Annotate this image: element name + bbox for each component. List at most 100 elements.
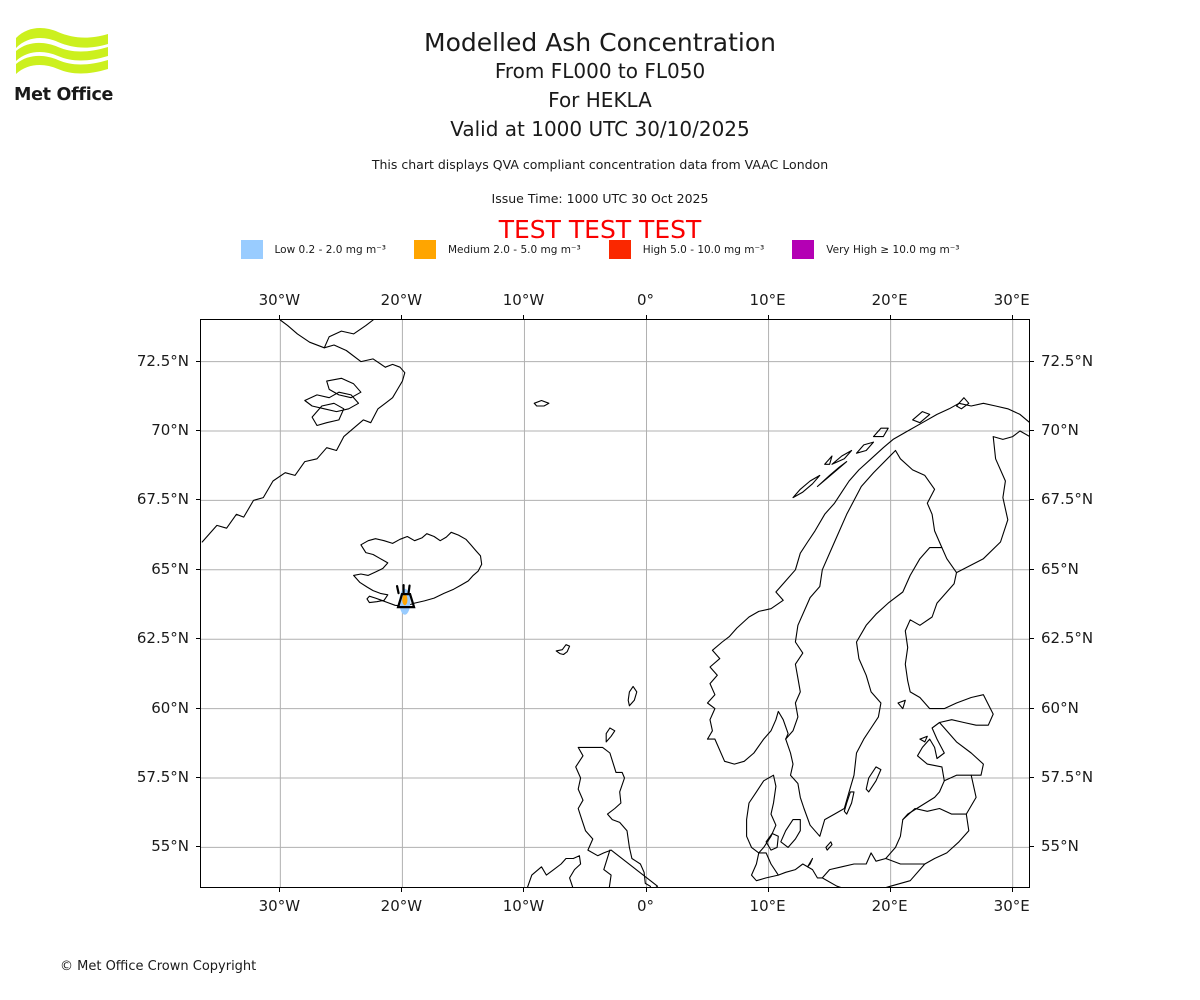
coastline-greenland-east (201, 363, 406, 543)
tick-lat-left-55°N: 55°N (151, 837, 189, 856)
coastlines (201, 320, 1029, 887)
coastline-scoresby1 (311, 402, 345, 427)
axis-tick (1011, 888, 1013, 892)
legend-swatch-medium (413, 240, 436, 259)
coastline-hiiumaa (919, 735, 928, 743)
tick-lat-left-60°N: 60°N (151, 698, 189, 717)
axis-tick (196, 846, 200, 848)
tick-lon-bottom-20°W: 20°W (380, 897, 423, 915)
tick-lon-top-30°E: 30°E (993, 291, 1030, 309)
tick-lat-right-57.5°N: 57.5°N (1041, 767, 1094, 786)
test-banner: TEST TEST TEST (498, 215, 702, 244)
axis-tick (1011, 315, 1013, 319)
axis-tick (196, 776, 200, 778)
coastline-gb-w (603, 849, 612, 887)
axis-tick (767, 888, 769, 892)
legend-label-low: Low 0.2 - 2.0 mg m⁻³ (274, 243, 386, 256)
coastline-denmark-fyn (765, 832, 779, 851)
axis-tick (1030, 638, 1034, 640)
coastline-shetland (627, 685, 638, 707)
legend-label-medium: Medium 2.0 - 5.0 mg m⁻³ (447, 243, 581, 256)
axis-tick (196, 499, 200, 501)
coastline-estonia-latvia (938, 721, 984, 782)
axis-tick (401, 888, 403, 892)
coastline-vesteralen (824, 455, 833, 465)
coastline-lofoten2 (816, 461, 848, 488)
coastline-sweden-fin-border (894, 449, 943, 549)
coastline-finland-russia (955, 430, 1021, 574)
axis-tick (645, 315, 647, 319)
coastline-gb (575, 746, 659, 887)
axis-tick (889, 888, 891, 892)
page-title: Modelled Ash Concentration From FL000 to… (0, 28, 1200, 144)
volcano-symbol-icon (395, 584, 416, 609)
map-frame (200, 319, 1030, 888)
tick-lon-top-10°E: 10°E (749, 291, 786, 309)
coastline-denmark-jut (746, 774, 777, 854)
met-office-logo-text: Met Office (14, 85, 114, 105)
coastline-lofoten3 (831, 449, 853, 465)
coastline-sweden-w (758, 547, 994, 879)
met-office-wave-icon (16, 28, 108, 74)
coastline-rugen (807, 857, 814, 868)
coastline-ringvassoy (872, 427, 889, 438)
legend-item-medium: Medium 2.0 - 5.0 mg m⁻³ (413, 240, 581, 259)
coastline-magaroya (955, 397, 970, 410)
legend-item-very-high: Very High ≥ 10.0 mg m⁻³ (792, 240, 959, 259)
axis-tick (1030, 707, 1034, 709)
tick-lat-left-67.5°N: 67.5°N (136, 490, 189, 509)
tick-lon-top-20°W: 20°W (380, 291, 423, 309)
legend-item-high: High 5.0 - 10.0 mg m⁻³ (608, 240, 764, 259)
coastline-soroya (912, 411, 931, 424)
axis-tick (196, 707, 200, 709)
plume-medium-contour (402, 594, 408, 606)
tick-lon-bottom-0°: 0° (636, 897, 655, 915)
coastline-greenland-n1 (323, 320, 386, 368)
legend-label-very-high: Very High ≥ 10.0 mg m⁻³ (826, 243, 960, 256)
axis-tick (767, 315, 769, 319)
tick-lat-left-72.5°N: 72.5°N (136, 351, 189, 370)
coastline-norway-sweden-border (785, 449, 897, 740)
tick-lon-bottom-20°E: 20°E (871, 897, 908, 915)
coastline-kola (1019, 430, 1029, 437)
axis-tick (196, 430, 200, 432)
axis-tick (279, 888, 281, 892)
coastline-scoresby2 (304, 391, 360, 413)
tick-lat-right-62.5°N: 62.5°N (1041, 629, 1094, 648)
tick-lat-left-62.5°N: 62.5°N (136, 629, 189, 648)
axis-tick (645, 888, 647, 892)
tick-lat-right-65°N: 65°N (1041, 559, 1079, 578)
title-line-2: From FL000 to FL050 (494, 59, 706, 83)
legend-swatch-low (240, 240, 263, 259)
title-line-1: Modelled Ash Concentration (424, 28, 776, 57)
copyright-footer: © Met Office Crown Copyright (60, 959, 257, 974)
axis-tick (1030, 568, 1034, 570)
coastline-oland (843, 791, 855, 815)
map-gridlines (201, 320, 1029, 887)
coastline-bornholm (825, 841, 833, 851)
coastline-scoresby3 (326, 377, 362, 399)
legend-swatch-high (608, 240, 631, 259)
chart-note: This chart displays QVA compliant concen… (371, 157, 829, 172)
tick-lon-top-10°W: 10°W (502, 291, 545, 309)
coastline-gotland (865, 766, 882, 793)
coastline-norway-w (706, 402, 1029, 740)
coastline-bothnia-island (897, 699, 906, 710)
coastline-latvia-lith (902, 774, 977, 821)
map-canvas (201, 320, 1029, 887)
coastline-faroe (555, 644, 571, 656)
coastline-greenland-n2 (279, 320, 325, 349)
coastline-senja (855, 441, 875, 454)
legend-item-low: Low 0.2 - 2.0 mg m⁻³ (240, 240, 386, 259)
title-line-4: Valid at 1000 UTC 30/10/2025 (450, 117, 750, 141)
coastline-germany-border (750, 852, 779, 882)
concentration-legend: Low 0.2 - 2.0 mg m⁻³ Medium 2.0 - 5.0 mg… (0, 240, 1200, 259)
ash-concentration-map[interactable]: 30°W 30°W 20°W 20°W 10°W 10°W 0° 0° 10°E 10°E 20°E… (137, 291, 1093, 915)
tick-lat-left-57.5°N: 57.5°N (136, 767, 189, 786)
axis-tick (401, 315, 403, 319)
axis-tick (1030, 499, 1034, 501)
axis-tick (1030, 846, 1034, 848)
legend-swatch-very-high (792, 240, 815, 259)
axis-tick (196, 568, 200, 570)
axis-tick (889, 315, 891, 319)
